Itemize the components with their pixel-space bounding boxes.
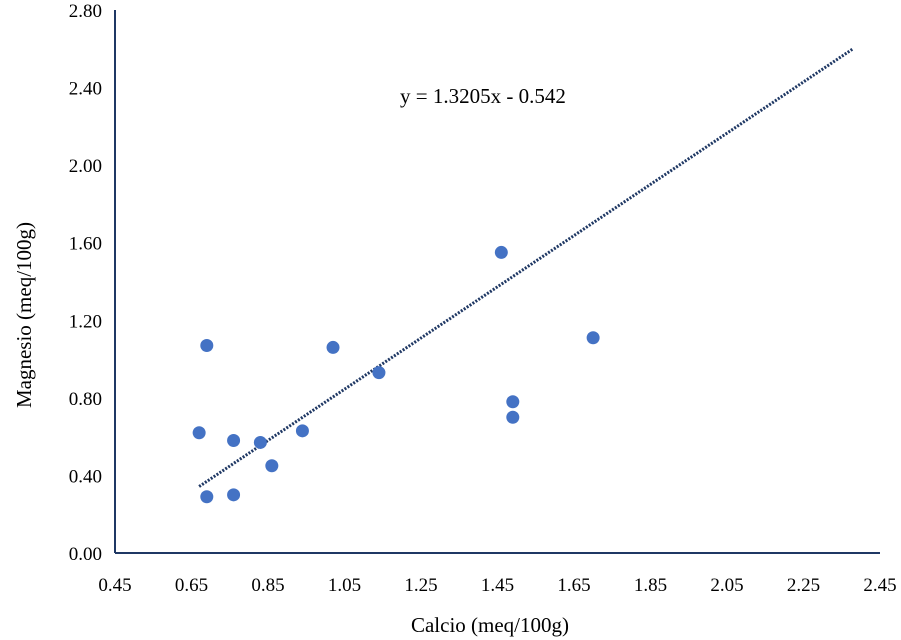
- y-tick-label: 0.40: [69, 466, 102, 487]
- y-tick-labels: 0.00 0.40 0.80 1.20 1.60 2.00 2.40 2.80: [69, 1, 102, 565]
- x-tick-label: 0.45: [98, 575, 131, 596]
- data-point: [506, 410, 520, 424]
- data-point: [200, 490, 214, 504]
- data-point: [506, 395, 520, 409]
- data-point: [586, 331, 600, 345]
- data-points: [192, 245, 600, 504]
- x-tick-label: 0.85: [251, 575, 284, 596]
- y-tick-label: 2.00: [69, 156, 102, 177]
- trendline: [198, 47, 855, 488]
- x-tick-label: 1.85: [634, 575, 667, 596]
- data-point: [494, 245, 508, 259]
- trendline-equation: y = 1.3205x - 0.542: [400, 84, 566, 108]
- x-tick-labels: 0.45 0.65 0.85 1.05 1.25 1.45 1.65 1.85 2.05 2.25…: [98, 575, 896, 596]
- y-axis-title: Magnesio (meq/100g): [12, 222, 36, 408]
- x-tick-label: 2.25: [787, 575, 820, 596]
- data-point: [326, 340, 340, 354]
- y-tick-label: 0.00: [69, 544, 102, 565]
- data-point: [372, 366, 386, 380]
- x-tick-label: 2.45: [863, 575, 896, 596]
- data-point: [200, 338, 214, 352]
- data-point: [265, 459, 279, 473]
- x-tick-label: 1.45: [481, 575, 514, 596]
- y-tick-label: 1.20: [69, 311, 102, 332]
- x-tick-label: 0.65: [175, 575, 208, 596]
- x-tick-label: 1.65: [557, 575, 590, 596]
- data-point: [295, 424, 309, 438]
- y-tick-label: 0.80: [69, 389, 102, 410]
- x-tick-label: 2.05: [710, 575, 743, 596]
- y-tick-label: 2.80: [69, 1, 102, 22]
- x-tick-label: 1.05: [328, 575, 361, 596]
- data-point: [253, 435, 267, 449]
- x-axis-title: Calcio (meq/100g): [411, 613, 569, 637]
- data-point: [227, 488, 241, 502]
- x-tick-label: 1.25: [404, 575, 437, 596]
- data-point: [227, 434, 241, 448]
- y-tick-label: 2.40: [69, 79, 102, 100]
- data-point: [192, 426, 206, 440]
- y-tick-label: 1.60: [69, 234, 102, 255]
